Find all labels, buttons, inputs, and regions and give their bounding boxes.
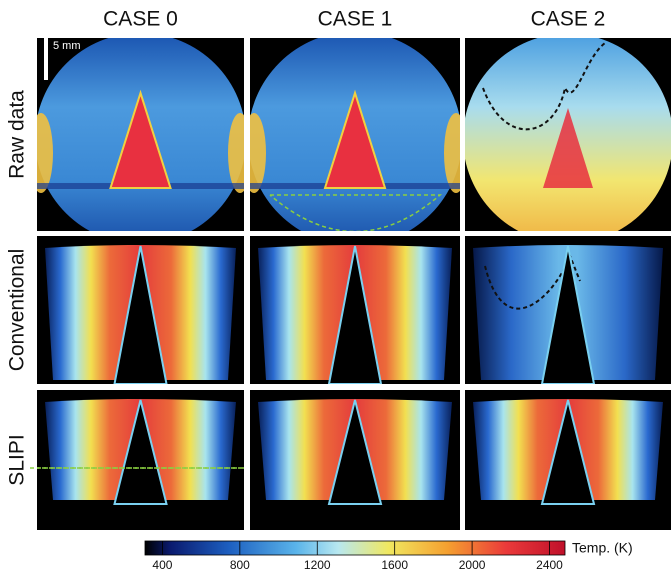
hot-edge [242,113,266,193]
column-header: CASE 0 [103,8,178,31]
hot-edge [29,113,53,193]
scale-label: 5 mm [53,40,81,52]
image-panel [250,236,460,384]
column-header: CASE 2 [531,8,606,31]
colorbar-tick-label: 2000 [459,558,486,572]
image-panel [242,32,468,246]
image-panel [463,34,671,244]
panels [0,32,671,531]
colorbar-tick-label: 400 [152,558,172,572]
colorbar-label: Temp. (K) [572,540,633,556]
colorbar-tick-label: 800 [230,558,250,572]
colorbar [145,541,565,555]
scale-bar [44,38,48,80]
row-label: Conventional [6,249,29,372]
hot-edge [444,113,468,193]
row-label: Raw data [6,90,29,179]
row-label: SLIPI [6,434,29,485]
figure: 5 mm Temp. (K) CASE 0 CASE 1 CASE 2 Raw dat… [0,0,671,573]
image-panel [29,33,252,244]
image-panel [37,236,244,384]
colorbar-tick-label: 1600 [381,558,408,572]
image-panel [465,390,671,530]
image-panel [250,390,460,530]
hot-edge [228,113,252,193]
column-header: CASE 1 [318,8,393,31]
image-panel [465,236,671,384]
image-panel [0,390,244,530]
colorbar-tick-label: 2400 [536,558,563,572]
colorbar-tick-label: 1200 [304,558,331,572]
